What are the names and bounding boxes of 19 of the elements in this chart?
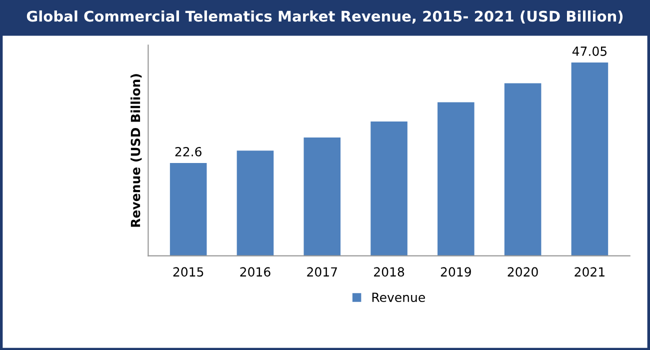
bar — [438, 102, 474, 256]
data-label: 22.6 — [175, 146, 202, 156]
data-label: 47.05 — [572, 46, 607, 56]
bar — [571, 62, 608, 256]
x-tick-label: 2019 — [440, 267, 471, 277]
x-tick-label: 2015 — [173, 267, 204, 277]
bar — [504, 83, 542, 256]
chart-title: Global Commercial Telematics Market Revenue, 2015- 2021 (USD Billion) — [26, 10, 623, 24]
legend-label: Revenue — [372, 292, 425, 302]
y-axis-title: Revenue (USD Billion) — [130, 74, 142, 227]
x-tick-label: 2020 — [508, 267, 538, 277]
bar — [304, 138, 341, 256]
x-tick-label: 2018 — [374, 267, 404, 277]
x-tick-label: 2021 — [574, 267, 604, 277]
bar — [170, 163, 207, 256]
bar — [370, 122, 408, 256]
x-tick-label: 2016 — [240, 267, 270, 277]
x-tick-label: 2017 — [307, 267, 337, 277]
bar — [236, 150, 274, 256]
